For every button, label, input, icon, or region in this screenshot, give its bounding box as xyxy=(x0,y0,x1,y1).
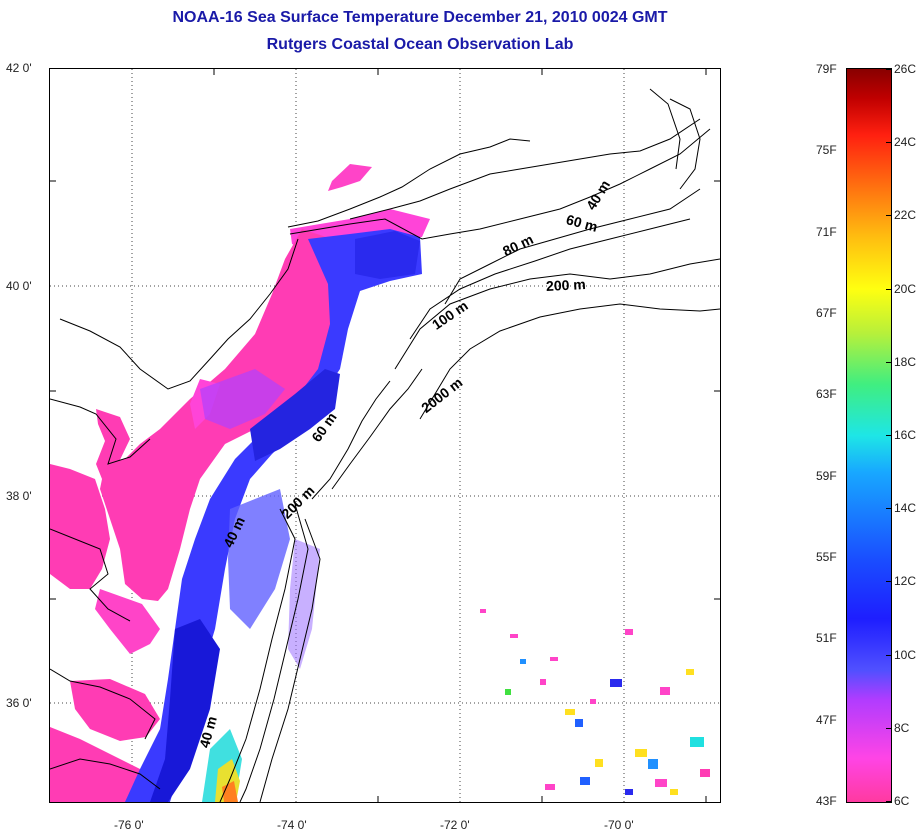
colorbar-f-label: 79F xyxy=(816,62,837,76)
colorbar-f-label: 47F xyxy=(816,712,837,727)
colorbar-tick xyxy=(886,727,891,729)
colorbar-tick xyxy=(886,581,891,583)
colorbar-tick xyxy=(886,508,891,510)
colorbar-tick xyxy=(886,69,891,70)
colorbar-tick xyxy=(886,801,891,802)
lat-label-40: 40 0' xyxy=(6,279,32,293)
lon-label-74: -74 0' xyxy=(277,818,307,832)
colorbar-f-label: 51F xyxy=(816,631,837,646)
colorbar-f-label: 67F xyxy=(816,306,837,320)
lat-label-42: 42 0' xyxy=(6,61,32,75)
colorbar-c-label: 16C xyxy=(894,428,917,442)
shelf-water xyxy=(125,229,422,802)
colorbar-c-label: 18C xyxy=(894,354,917,369)
temperature-colorbar xyxy=(846,68,892,803)
colorbar-c-label: 6C xyxy=(894,794,910,808)
lat-label-36: 36 0' xyxy=(6,696,32,710)
colorbar-f-label: 55F xyxy=(816,550,837,564)
lat-label-38: 38 0' xyxy=(6,489,32,503)
colorbar-f-label: 63F xyxy=(816,387,837,402)
colorbar-c-label: 14C xyxy=(894,501,917,516)
map-title: NOAA-16 Sea Surface Temperature December… xyxy=(172,9,668,26)
frame-ticks xyxy=(50,69,720,802)
colorbar-f-label: 43F xyxy=(816,794,837,808)
lon-label-70: -70 0' xyxy=(604,818,634,832)
colorbar-f-label: 59F xyxy=(816,468,837,483)
colorbar-tick xyxy=(886,435,891,436)
graticule xyxy=(50,69,720,802)
coastline-contours xyxy=(50,88,720,802)
colorbar-tick xyxy=(886,288,891,290)
colorbar-c-label: 26C xyxy=(894,62,917,76)
contour-label: 200 m xyxy=(545,275,587,295)
colorbar-tick xyxy=(886,142,891,144)
map-subtitle: Rutgers Coastal Ocean Observation Lab xyxy=(266,36,574,53)
offshore-sst-pixels xyxy=(480,609,710,795)
colorbar-tick xyxy=(886,654,891,656)
colorbar-c-label: 24C xyxy=(894,135,917,150)
lon-label-72: -72 0' xyxy=(440,818,470,832)
lon-label-76: -76 0' xyxy=(114,818,144,832)
sst-map: 40 m 60 m 80 m 200 m 100 m 2000 m 60 m 2… xyxy=(49,68,721,803)
colorbar-f-label: 75F xyxy=(816,143,837,158)
colorbar-tick xyxy=(886,361,891,363)
colorbar-c-label: 22C xyxy=(894,208,917,223)
colorbar-c-label: 12C xyxy=(894,574,917,589)
colorbar-f-label: 71F xyxy=(816,224,837,239)
colorbar-c-label: 8C xyxy=(894,720,910,735)
colorbar-c-label: 10C xyxy=(894,647,917,662)
colorbar-c-label: 20C xyxy=(894,281,917,296)
map-canvas xyxy=(50,69,720,802)
colorbar-tick xyxy=(886,215,891,217)
